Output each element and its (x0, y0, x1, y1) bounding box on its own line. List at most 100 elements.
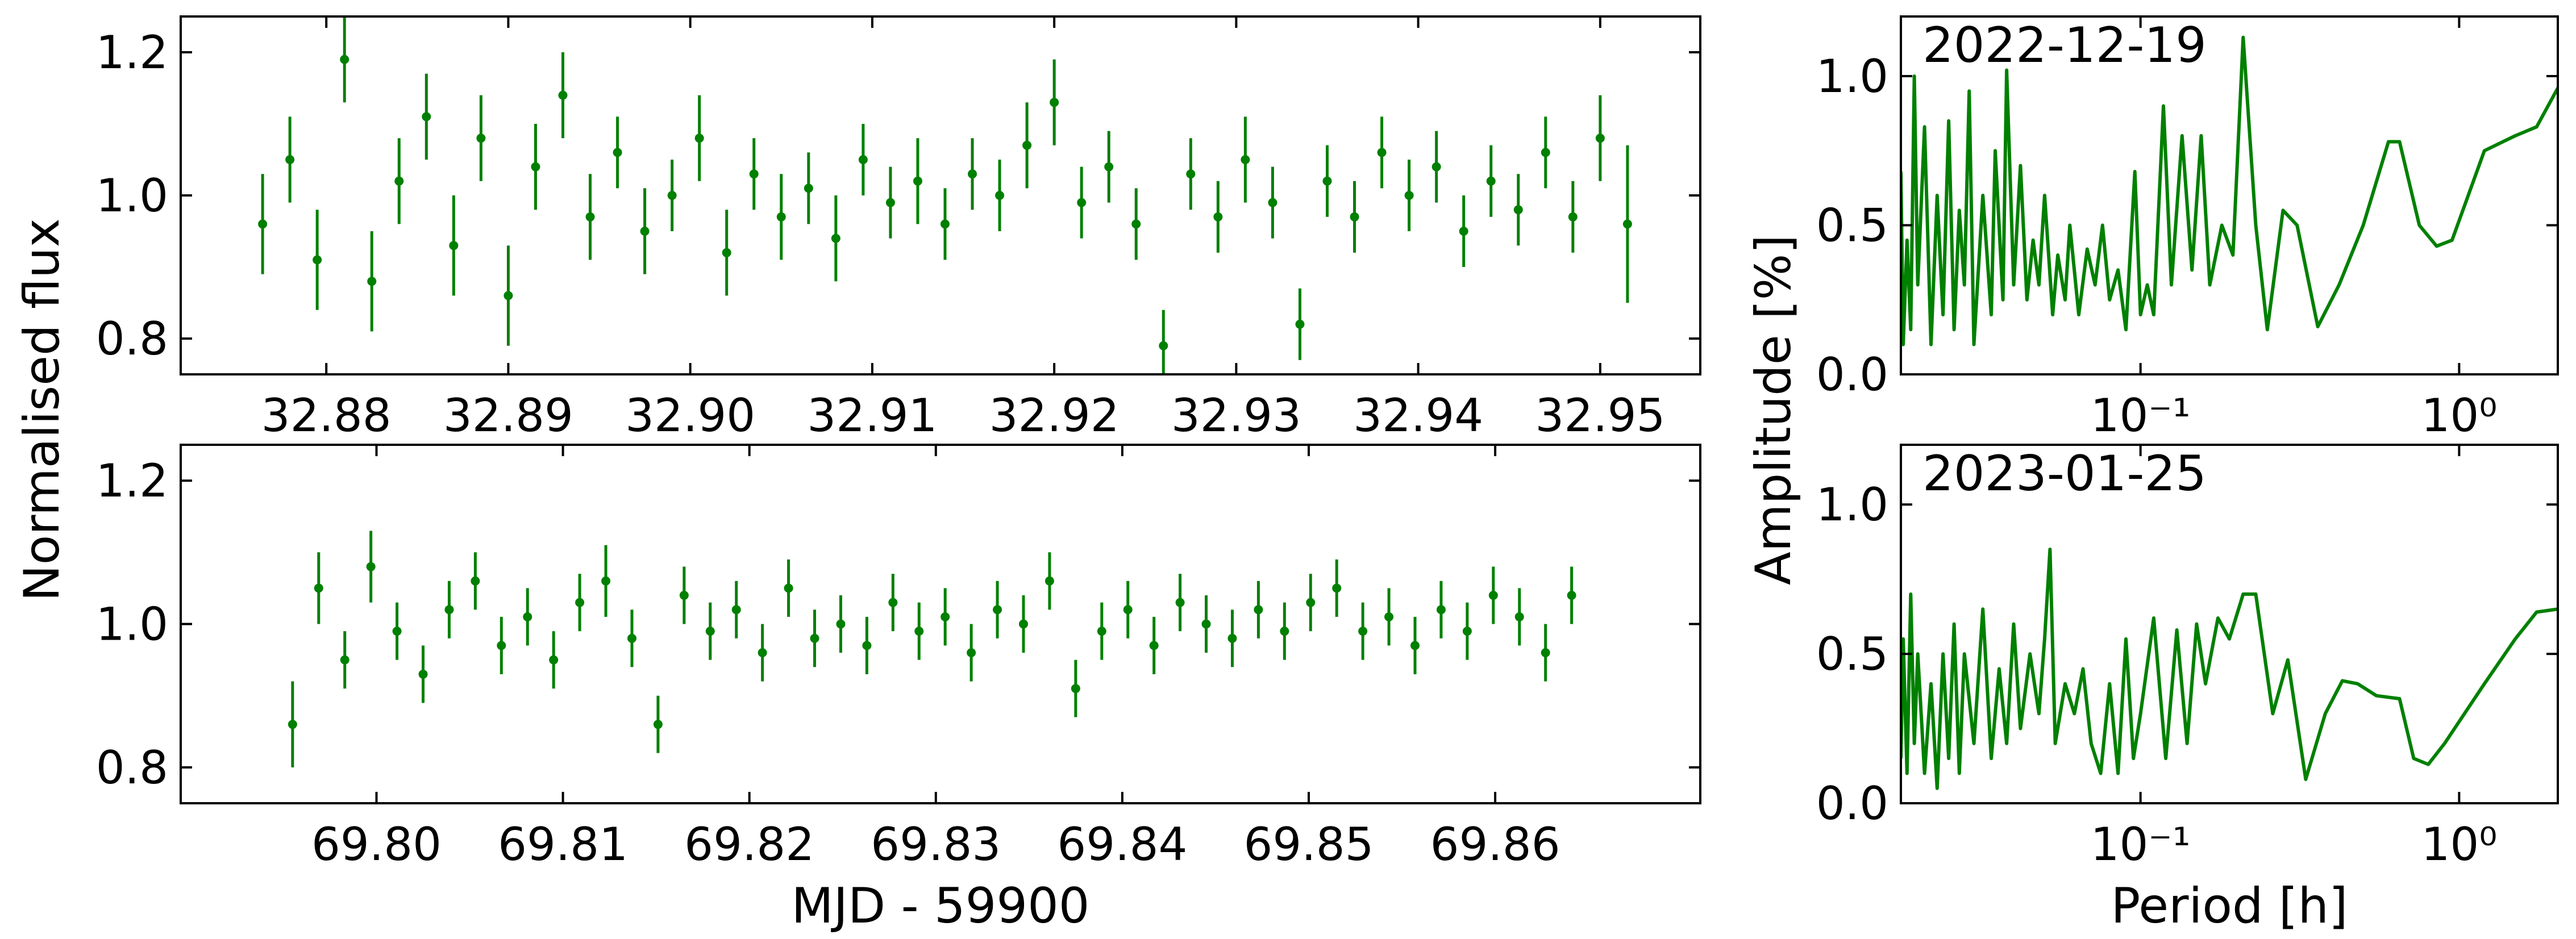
plot-area (1901, 35, 2558, 347)
data-point (831, 233, 840, 243)
x-tick-label: 69.80 (311, 818, 442, 871)
axes-frame (180, 444, 1701, 804)
y-tick-label: 1.0 (96, 169, 168, 222)
data-point (1595, 133, 1605, 143)
y-tick-label: 0.5 (1816, 628, 1888, 681)
data-point (1268, 198, 1277, 207)
data-point (888, 598, 898, 607)
data-point (627, 633, 636, 643)
data-point (585, 212, 595, 222)
y-axis-label: Normalised flux (14, 218, 70, 601)
x-tick-label: 32.95 (1535, 389, 1665, 442)
data-point (694, 133, 704, 143)
data-point (810, 633, 819, 643)
data-point (1622, 219, 1632, 229)
data-point (1514, 612, 1524, 621)
x-tick-label: 69.84 (1057, 818, 1187, 871)
data-point (993, 605, 1002, 615)
data-point (967, 648, 976, 657)
panel: 32.88 32.89 32.90 32.91 32.92 32.93 32.94 32.95… (14, 15, 1701, 602)
data-point (497, 641, 506, 650)
annotation: 2023-01-25 (1922, 445, 2207, 502)
x-tick-label: 69.83 (871, 818, 1001, 871)
axes-frame (1900, 15, 2559, 375)
data-point (1104, 162, 1114, 172)
y-tick-label: 0.8 (96, 741, 168, 794)
panel: 10⁻¹ 10⁰ 0.0 0.5 1.0 2023-01-25 Period [h] (1816, 444, 2559, 934)
data-point (804, 183, 813, 193)
data-point (1332, 583, 1342, 593)
x-axis-label: MJD - 59900 (791, 878, 1089, 934)
data-point (613, 148, 622, 157)
data-point (575, 598, 585, 607)
data-point (523, 612, 532, 621)
plot-area (288, 531, 1576, 767)
data-point (1254, 605, 1263, 615)
data-point (1541, 648, 1550, 657)
data-point (449, 241, 459, 251)
data-point (1280, 627, 1289, 636)
data-point (1462, 627, 1472, 636)
data-point (313, 255, 322, 265)
data-point (1431, 162, 1441, 172)
data-point (601, 576, 611, 586)
data-point (1131, 219, 1141, 229)
data-point (858, 155, 868, 164)
y-tick-label: 0.8 (96, 312, 168, 365)
x-tick-label: 32.90 (625, 389, 755, 442)
data-point (285, 155, 295, 164)
x-tick-label: 32.93 (1171, 389, 1301, 442)
data-point (784, 583, 793, 593)
data-point (1377, 148, 1387, 157)
data-point (503, 291, 513, 301)
data-point (340, 55, 349, 64)
data-point (558, 90, 568, 100)
data-point (836, 619, 846, 629)
data-point (1486, 176, 1496, 186)
y-tick-label: 0.0 (1816, 348, 1888, 401)
x-tick-label: 10⁻¹ (2091, 389, 2191, 442)
y-tick-label: 1.2 (96, 454, 168, 507)
data-point (1513, 205, 1523, 215)
x-tick-label: 69.82 (684, 818, 814, 871)
data-point (776, 212, 786, 222)
data-point (1404, 191, 1414, 200)
data-point (1159, 341, 1168, 350)
data-point (1227, 633, 1237, 643)
data-point (914, 627, 924, 636)
data-point (705, 627, 715, 636)
data-point (1350, 212, 1359, 222)
data-point (1488, 591, 1498, 600)
x-tick-label: 69.81 (498, 818, 628, 871)
y-tick-label: 0.0 (1816, 777, 1888, 830)
x-tick-label: 32.89 (443, 389, 573, 442)
data-point (1213, 212, 1223, 222)
x-tick-label: 10⁻¹ (2091, 818, 2191, 871)
data-point (667, 191, 677, 200)
data-point (968, 169, 977, 179)
data-point (1097, 627, 1106, 636)
data-point (1567, 591, 1576, 600)
data-point (940, 612, 950, 621)
periodogram-line (1901, 548, 2558, 790)
data-point (1071, 684, 1080, 694)
plot-area (258, 16, 1632, 374)
data-point (758, 648, 767, 657)
data-point (1175, 598, 1185, 607)
axes-frame (1900, 444, 2559, 804)
data-point (444, 605, 454, 615)
x-tick-label: 32.94 (1353, 389, 1483, 442)
data-point (1022, 140, 1032, 150)
data-point (722, 248, 731, 257)
data-point (862, 641, 872, 650)
data-point (885, 198, 895, 207)
x-tick-label: 10⁰ (2421, 818, 2497, 871)
data-point (394, 176, 404, 186)
data-point (940, 219, 950, 229)
data-point (1050, 98, 1059, 107)
data-point (1123, 605, 1133, 615)
y-tick-label: 1.2 (96, 26, 168, 79)
panel: 10⁻¹ 10⁰ 0.0 0.5 1.0 2022-12-19 Amplitude [%] (1745, 15, 2559, 585)
data-point (549, 655, 559, 665)
y-tick-label: 1.0 (1816, 50, 1888, 103)
